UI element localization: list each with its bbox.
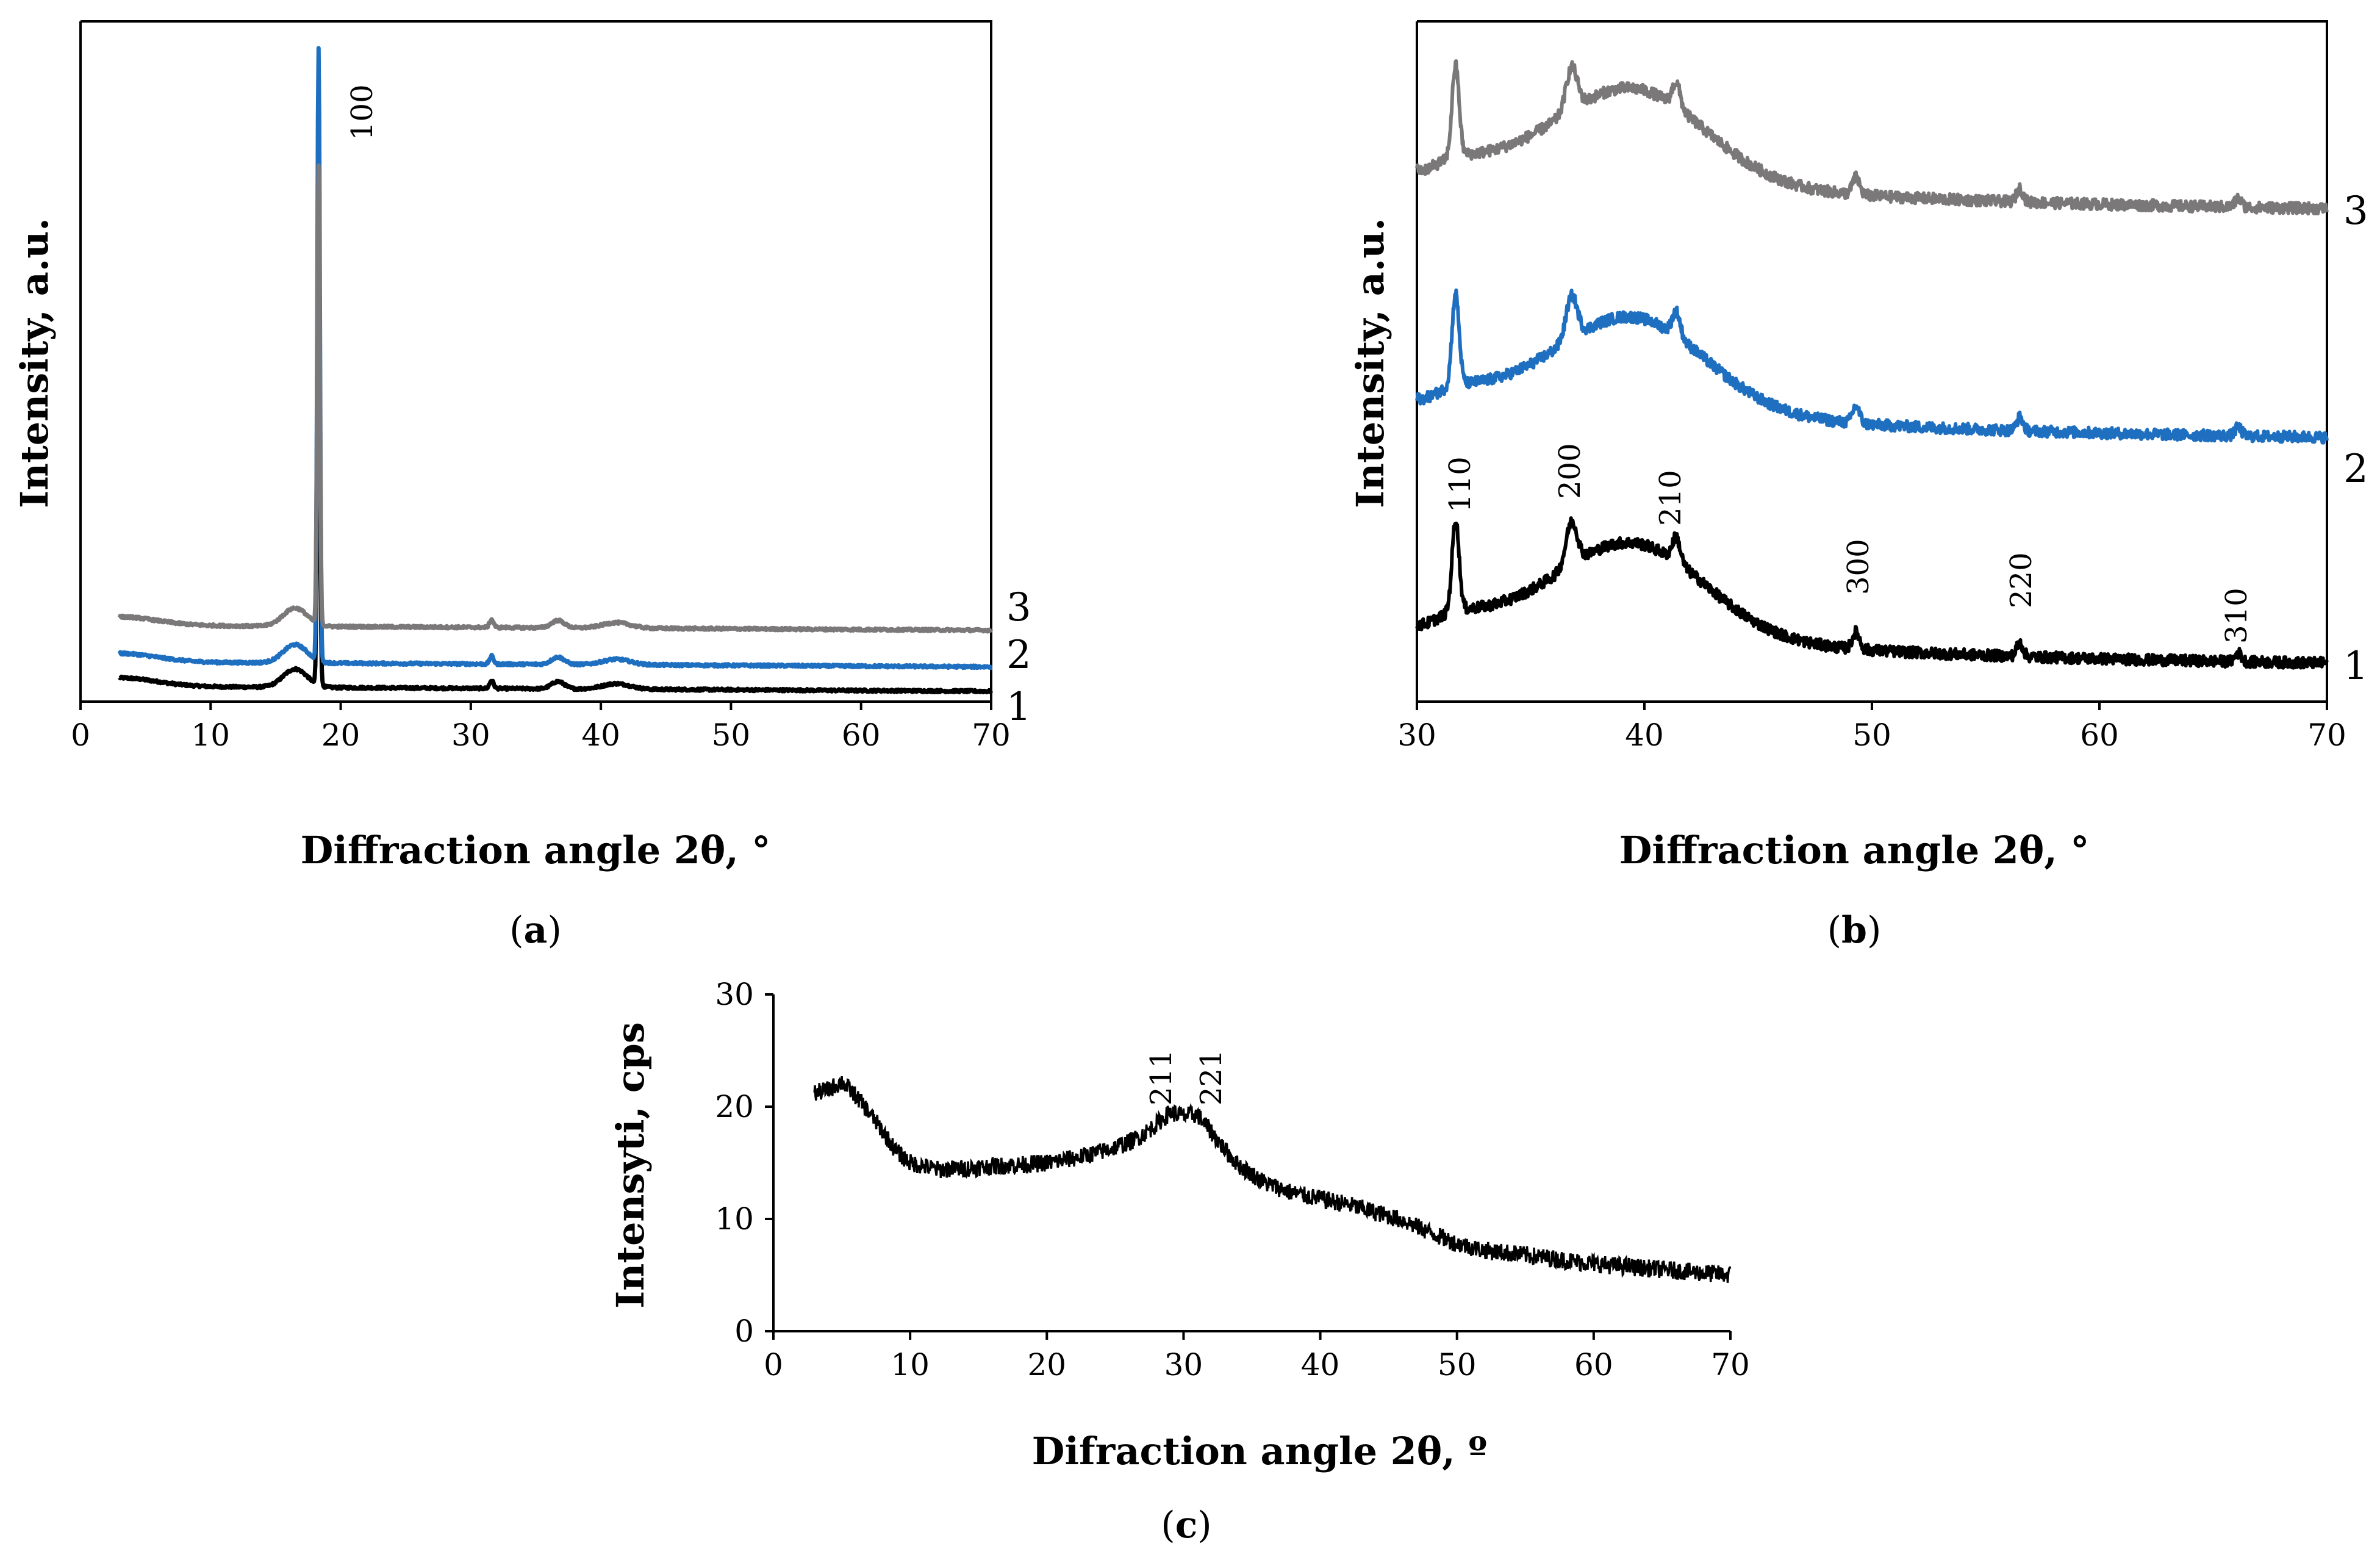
panel-b-frame xyxy=(1416,20,2328,703)
x-tick-label: 0 xyxy=(71,717,90,753)
panel-a: 0 10 20 30 40 50 60 70 Intensity, a.u. Diffract… xyxy=(12,20,1031,952)
panel-a-frame xyxy=(79,20,992,703)
x-tick-label: 40 xyxy=(1301,1347,1340,1382)
panel-a-curve-label-3: 3 xyxy=(1006,585,1031,630)
panel-c-series-group xyxy=(813,1076,1732,1283)
panel-a-x-ticks: 0 10 20 30 40 50 60 70 xyxy=(71,702,1011,753)
panel-a-xlabel: Diffraction angle 2θ, ° xyxy=(301,828,771,872)
panel-a-series-2 xyxy=(117,46,993,670)
panel-a-caption: (a) xyxy=(509,909,562,952)
x-tick-label: 50 xyxy=(1852,717,1891,753)
panel-a-series-group xyxy=(117,46,994,695)
x-tick-label: 70 xyxy=(2307,717,2346,753)
panel-c-caption: (c) xyxy=(1161,1504,1211,1547)
panel-c-series-line xyxy=(813,1076,1732,1283)
panel-b-xlabel: Diffraction angle 2θ, ° xyxy=(1619,828,2090,872)
panel-b-series-group xyxy=(1415,59,2329,670)
panel-a-series-1 xyxy=(118,255,994,695)
panel-b-peak-label-210: 210 xyxy=(1654,470,1688,526)
x-tick-label: 20 xyxy=(321,717,360,753)
x-tick-label: 50 xyxy=(712,717,751,753)
x-tick-label: 40 xyxy=(581,717,620,753)
panel-a-ylabel: Intensity, a.u. xyxy=(12,218,57,508)
x-tick-label: 30 xyxy=(1397,717,1436,753)
x-tick-label: 10 xyxy=(891,1347,930,1382)
panel-b: 30 40 50 60 70 Intensity, a.u. Diffraction a… xyxy=(1348,20,2368,952)
x-tick-label: 50 xyxy=(1438,1347,1477,1382)
panel-c-plot-area: 0 10 20 30 40 50 60 70 0 10 20 30 xyxy=(715,977,1749,1382)
panel-c-xlabel: Difraction angle 2θ, º xyxy=(1032,1429,1488,1473)
panel-a-curve-label-2: 2 xyxy=(1006,633,1031,678)
x-tick-label: 70 xyxy=(972,717,1011,753)
panel-a-peak-label-100: 100 xyxy=(345,84,379,140)
x-tick-label: 30 xyxy=(451,717,490,753)
panel-a-plot-area: 0 10 20 30 40 50 60 70 xyxy=(71,20,1011,753)
panel-a-series-3 xyxy=(117,163,994,634)
x-tick-label: 60 xyxy=(1574,1347,1613,1382)
panel-b-curve-label-2: 2 xyxy=(2343,447,2368,492)
panel-b-peak-label-300: 300 xyxy=(1841,539,1876,595)
x-tick-label: 60 xyxy=(2080,717,2119,753)
panel-b-caption: (b) xyxy=(1827,909,1882,952)
panel-c-peak-label-221: 221 xyxy=(1194,1049,1228,1105)
panel-b-peak-label-110: 110 xyxy=(1443,456,1477,512)
y-tick-label: 20 xyxy=(715,1089,754,1124)
x-tick-label: 70 xyxy=(1711,1347,1750,1382)
panel-b-series-1 xyxy=(1415,516,2329,670)
panel-c-ylabel: Intensyti, cps xyxy=(608,1022,653,1309)
panel-c-y-ticks: 0 10 20 30 xyxy=(715,977,773,1349)
y-tick-label: 0 xyxy=(734,1314,754,1349)
panel-c-peak-label-211: 211 xyxy=(1144,1049,1178,1105)
x-tick-label: 40 xyxy=(1625,717,1664,753)
panel-b-peak-label-220: 220 xyxy=(2004,552,2038,608)
panel-c-x-ticks: 0 10 20 30 40 50 60 70 xyxy=(764,1331,1750,1382)
y-tick-label: 30 xyxy=(715,977,754,1012)
x-tick-label: 20 xyxy=(1027,1347,1066,1382)
panel-b-peak-label-310: 310 xyxy=(2220,588,2254,644)
x-tick-label: 10 xyxy=(191,717,230,753)
panel-c: 0 10 20 30 40 50 60 70 0 10 20 30 Intensyti, cps D… xyxy=(608,977,1750,1547)
panel-b-plot-area: 30 40 50 60 70 xyxy=(1397,20,2346,753)
x-tick-label: 30 xyxy=(1164,1347,1203,1382)
x-tick-label: 60 xyxy=(842,717,881,753)
x-tick-label: 0 xyxy=(764,1347,783,1382)
panel-b-series-2 xyxy=(1415,288,2329,445)
panel-b-series-3 xyxy=(1415,59,2329,216)
y-tick-label: 10 xyxy=(715,1201,754,1237)
panel-b-curve-label-3: 3 xyxy=(2343,189,2368,234)
panel-b-x-ticks: 30 40 50 60 70 xyxy=(1397,702,2346,753)
panel-b-curve-label-1: 1 xyxy=(2343,644,2368,689)
panel-a-curve-label-1: 1 xyxy=(1006,685,1031,730)
panel-b-peak-label-200: 200 xyxy=(1553,443,1587,499)
panel-b-ylabel: Intensity, a.u. xyxy=(1348,218,1393,508)
